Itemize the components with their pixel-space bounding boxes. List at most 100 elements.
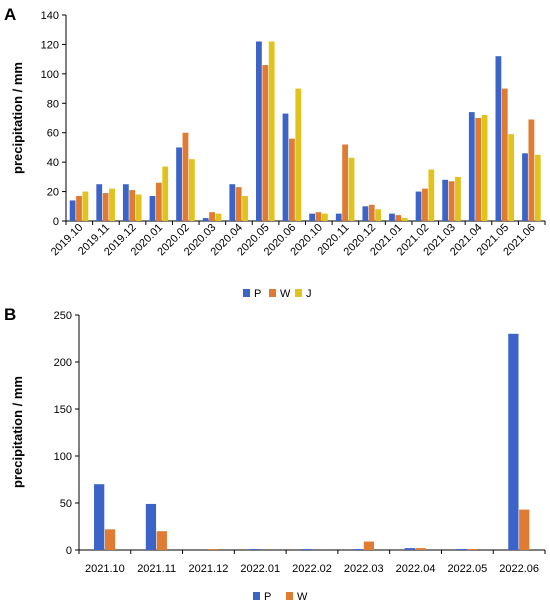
panel-b-bar-p-2021-11 <box>145 503 157 550</box>
panel-b-x-tick-labels: 2021.10 2021.11 2021.12 2022.01 2022.02 2022.… <box>85 563 539 575</box>
panel-b-y-tick-label: 250 <box>54 310 72 322</box>
panel-b-y-tick-label: 0 <box>66 545 72 557</box>
panel-a-bar-j-2020-11 <box>348 157 355 221</box>
panel-b-x-tick-label: 2022.02 <box>292 563 332 575</box>
panel-a-bar-w-2020-04 <box>235 187 242 221</box>
panel-a-bar-j-2019-10 <box>82 191 89 221</box>
panel-b-bar-p-2022-06 <box>508 333 519 550</box>
panel-a-bar-p-2020-02 <box>176 147 182 221</box>
panel-a-legend-swatch-p <box>243 289 250 297</box>
panel-a-y-tick-label: 20 <box>47 187 59 199</box>
panel-b-bar-w-2021-10 <box>104 529 116 550</box>
panel-b-bar-w-2022-05 <box>467 549 478 550</box>
panel-a-bar-p-2021-02 <box>415 191 422 221</box>
panel-b-bar-w-2021-11 <box>156 531 167 550</box>
panel-b-bar-w-2022-04 <box>415 548 426 550</box>
panel-a-bar-p-2020-06 <box>282 113 289 221</box>
panel-a-bar-p-2019-12 <box>122 184 129 221</box>
panel-b-y-tick-label: 50 <box>60 498 72 510</box>
panel-a-bar-j-2021-03 <box>455 176 461 221</box>
panel-a-bar-j-2021-02 <box>428 169 435 221</box>
panel-a-bar-j-2020-04 <box>242 195 248 221</box>
panel-a-y-tick-label: 40 <box>47 157 59 169</box>
panel-b-x-tick-label: 2022.01 <box>240 563 280 575</box>
panel-a-bar-p-2020-01 <box>149 195 156 221</box>
panel-a-bar-p-2020-04 <box>229 184 236 221</box>
panel-a-legend-swatch-w <box>269 289 276 297</box>
panel-a-y-axis-label: precipitation / mm <box>10 62 25 174</box>
panel-a-bar-j-2021-04 <box>481 115 488 221</box>
panel-a-bar-j-2021-05 <box>508 134 515 221</box>
panel-a-bar-w-2020-02 <box>182 132 189 221</box>
panel-a-bar-j-2020-03 <box>215 213 222 221</box>
panel-a-bar-w-2021-03 <box>448 181 455 221</box>
panel-a-bar-j-2020-02 <box>188 159 195 221</box>
panel-b-x-tick-label: 2022.05 <box>447 563 487 575</box>
panel-a-bar-w-2020-01 <box>155 182 162 221</box>
panel-a-y-tick-label: 60 <box>47 128 59 140</box>
panel-b-bar-p-2022-02 <box>301 549 312 550</box>
panel-a-legend-label-j: J <box>306 288 312 300</box>
panel-a-y-tick-label: 80 <box>47 98 59 110</box>
panel-a-y-tick-label: 0 <box>53 216 59 228</box>
panel-b-legend-swatch-p <box>253 592 260 600</box>
panel-b-bar-p-2022-01 <box>249 549 260 550</box>
panel-b-axes: 0 50 100 150 200 250 <box>54 310 546 557</box>
panel-a-bar-j-2019-11 <box>109 188 115 221</box>
panel-a-bar-p-2019-11 <box>96 184 103 221</box>
panel-a-bar-j-2020-12 <box>375 209 382 221</box>
panel-a-bar-w-2021-01 <box>395 215 402 221</box>
panel-b-bar-w-2021-12 <box>208 549 219 550</box>
panel-b-legend-label-p: P <box>264 591 271 603</box>
panel-b-x-tick-label: 2022.03 <box>344 563 384 575</box>
panel-a-bar-p-2021-01 <box>389 213 395 221</box>
panel-a-bar-w-2021-05 <box>501 88 508 221</box>
panel-b-y-tick-label: 150 <box>54 404 72 416</box>
panel-a-bar-w-2021-02 <box>422 188 428 221</box>
panel-b-bar-p-2022-04 <box>404 548 415 550</box>
panel-a-bar-j-2020-01 <box>162 166 169 221</box>
panel-a-letter: A <box>4 5 16 24</box>
panel-a-bar-w-2019-12 <box>129 190 136 221</box>
panel-b-y-tick-label: 100 <box>54 451 72 463</box>
panel-a-bar-j-2020-06 <box>295 88 302 221</box>
panel-b-bar-w-2022-03 <box>363 541 375 550</box>
panel-a-bar-w-2020-05 <box>262 65 269 221</box>
panel-a-y-tick-label: 120 <box>41 39 59 51</box>
panel-a-axes: 0 20 40 60 80 100 120 140 <box>41 10 546 228</box>
panel-b-y-axis-label: precipitation / mm <box>10 376 25 488</box>
panel-b-bar-p-2021-10 <box>94 484 105 550</box>
panel-a-bar-w-2021-06 <box>528 119 535 221</box>
panel-b-letter: B <box>4 305 16 324</box>
panel-a-bar-p-2020-10 <box>309 213 316 221</box>
panel-a-bar-p-2020-05 <box>256 41 262 221</box>
panel-a-bar-j-2019-12 <box>135 194 142 221</box>
panel-a-bar-j-2021-01 <box>401 218 408 221</box>
panel-a-bar-j-2020-05 <box>268 41 275 221</box>
panel-a-bar-p-2021-04 <box>468 112 475 221</box>
panel-b-x-tick-label: 2021.11 <box>137 563 176 575</box>
panel-a-bar-p-2019-10 <box>69 200 76 221</box>
panel-b-bar-w-2022-06 <box>519 509 530 550</box>
panel-a-bar-j-2020-10 <box>322 213 328 221</box>
panel-a-legend-swatch-j <box>295 289 302 297</box>
panel-a-bar-p-2021-05 <box>495 56 502 222</box>
panel-b-x-tick-label: 2021.12 <box>189 563 229 575</box>
panel-a: A precipitation / mm 020406080100120140 … <box>4 5 546 300</box>
panel-a-legend-label-w: W <box>280 288 291 300</box>
panel-a-bar-w-2020-06 <box>289 138 295 221</box>
panel-a-bar-w-2020-10 <box>315 212 322 221</box>
panel-b-bar-p-2022-05 <box>456 549 467 550</box>
panel-a-bar-p-2021-03 <box>442 179 449 221</box>
panel-b-x-tick-label: 2022.06 <box>499 563 539 575</box>
panel-b-legend-swatch-w <box>286 592 293 600</box>
panel-b-y-tick-label: 200 <box>54 357 72 369</box>
panel-a-bar-w-2020-11 <box>342 144 349 221</box>
panel-a-y-tick-label: 100 <box>41 69 59 81</box>
panel-a-bar-p-2020-12 <box>362 206 369 221</box>
panel-b-bars <box>94 333 530 550</box>
panel-b-x-tick-label: 2022.04 <box>396 563 436 575</box>
